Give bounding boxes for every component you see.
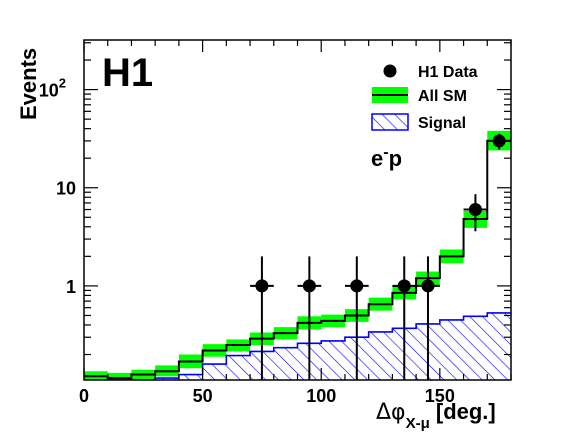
beam-label: e-p	[371, 144, 402, 171]
data-point	[297, 256, 322, 380]
x-axis-title: ΔφX-μ [deg.]	[376, 399, 496, 432]
signal-bin	[368, 331, 393, 380]
x-tick-label: 0	[79, 386, 89, 406]
legend-marker-signal	[371, 113, 409, 131]
signal-bin	[155, 378, 179, 380]
data-point	[250, 256, 274, 380]
x-tick-label: 100	[306, 386, 336, 406]
signal-bin	[321, 340, 345, 380]
signal-bin	[463, 316, 488, 380]
signal-bin	[178, 374, 203, 380]
data-point	[392, 256, 417, 380]
signal-bin	[226, 355, 251, 380]
x-tick-labels: 0 50 100 150	[79, 386, 455, 406]
y-tick-label: 10	[56, 179, 76, 199]
x-tick-label: 50	[193, 386, 213, 406]
signal-bin	[202, 364, 227, 380]
data-point	[416, 256, 440, 380]
data-point-marker	[350, 279, 364, 293]
data-point	[344, 256, 369, 380]
plot-area	[84, 130, 511, 380]
sm-line-layer	[84, 139, 511, 380]
sm-band-layer	[84, 130, 511, 380]
sm-line	[84, 139, 511, 380]
data-point-marker	[302, 279, 316, 293]
data-point-marker	[397, 279, 411, 293]
x-axis-title-main: Δφ	[376, 400, 406, 425]
signal-bin	[487, 312, 511, 380]
axis-ticks	[83, 40, 512, 380]
data-point-marker	[255, 279, 269, 293]
legend-marker-data	[383, 64, 397, 78]
signal-bin	[273, 347, 298, 380]
data-point-marker	[468, 203, 482, 217]
y-tick-label: 102	[39, 76, 66, 101]
sm-band-bin	[107, 372, 132, 380]
legend-label-data: H1 Data	[418, 64, 478, 81]
legend-label-signal: Signal	[418, 115, 466, 132]
experiment-label: H1	[102, 51, 153, 95]
beam-label-tail: p	[389, 146, 402, 171]
legend-label-sm: All SM	[418, 88, 467, 105]
y-tick-label: 1	[66, 277, 76, 297]
x-tick-label: 150	[425, 386, 455, 406]
y-tick-label-base: 10	[39, 81, 59, 101]
data-point-marker	[421, 279, 435, 293]
x-axis-title-sub: X-μ	[406, 415, 430, 432]
data-layer	[250, 133, 511, 380]
x-axis-title-unit: [deg.]	[430, 399, 496, 424]
legend: H1 Data All SM Signal	[371, 64, 478, 132]
y-tick-label-exp: 2	[59, 76, 66, 91]
data-point-marker	[492, 134, 506, 148]
beam-label-main: e	[371, 146, 383, 171]
beam-label-sup: -	[383, 144, 388, 161]
y-axis-title: Events	[16, 48, 41, 120]
signal-bin	[439, 319, 464, 380]
data-point	[463, 194, 488, 232]
